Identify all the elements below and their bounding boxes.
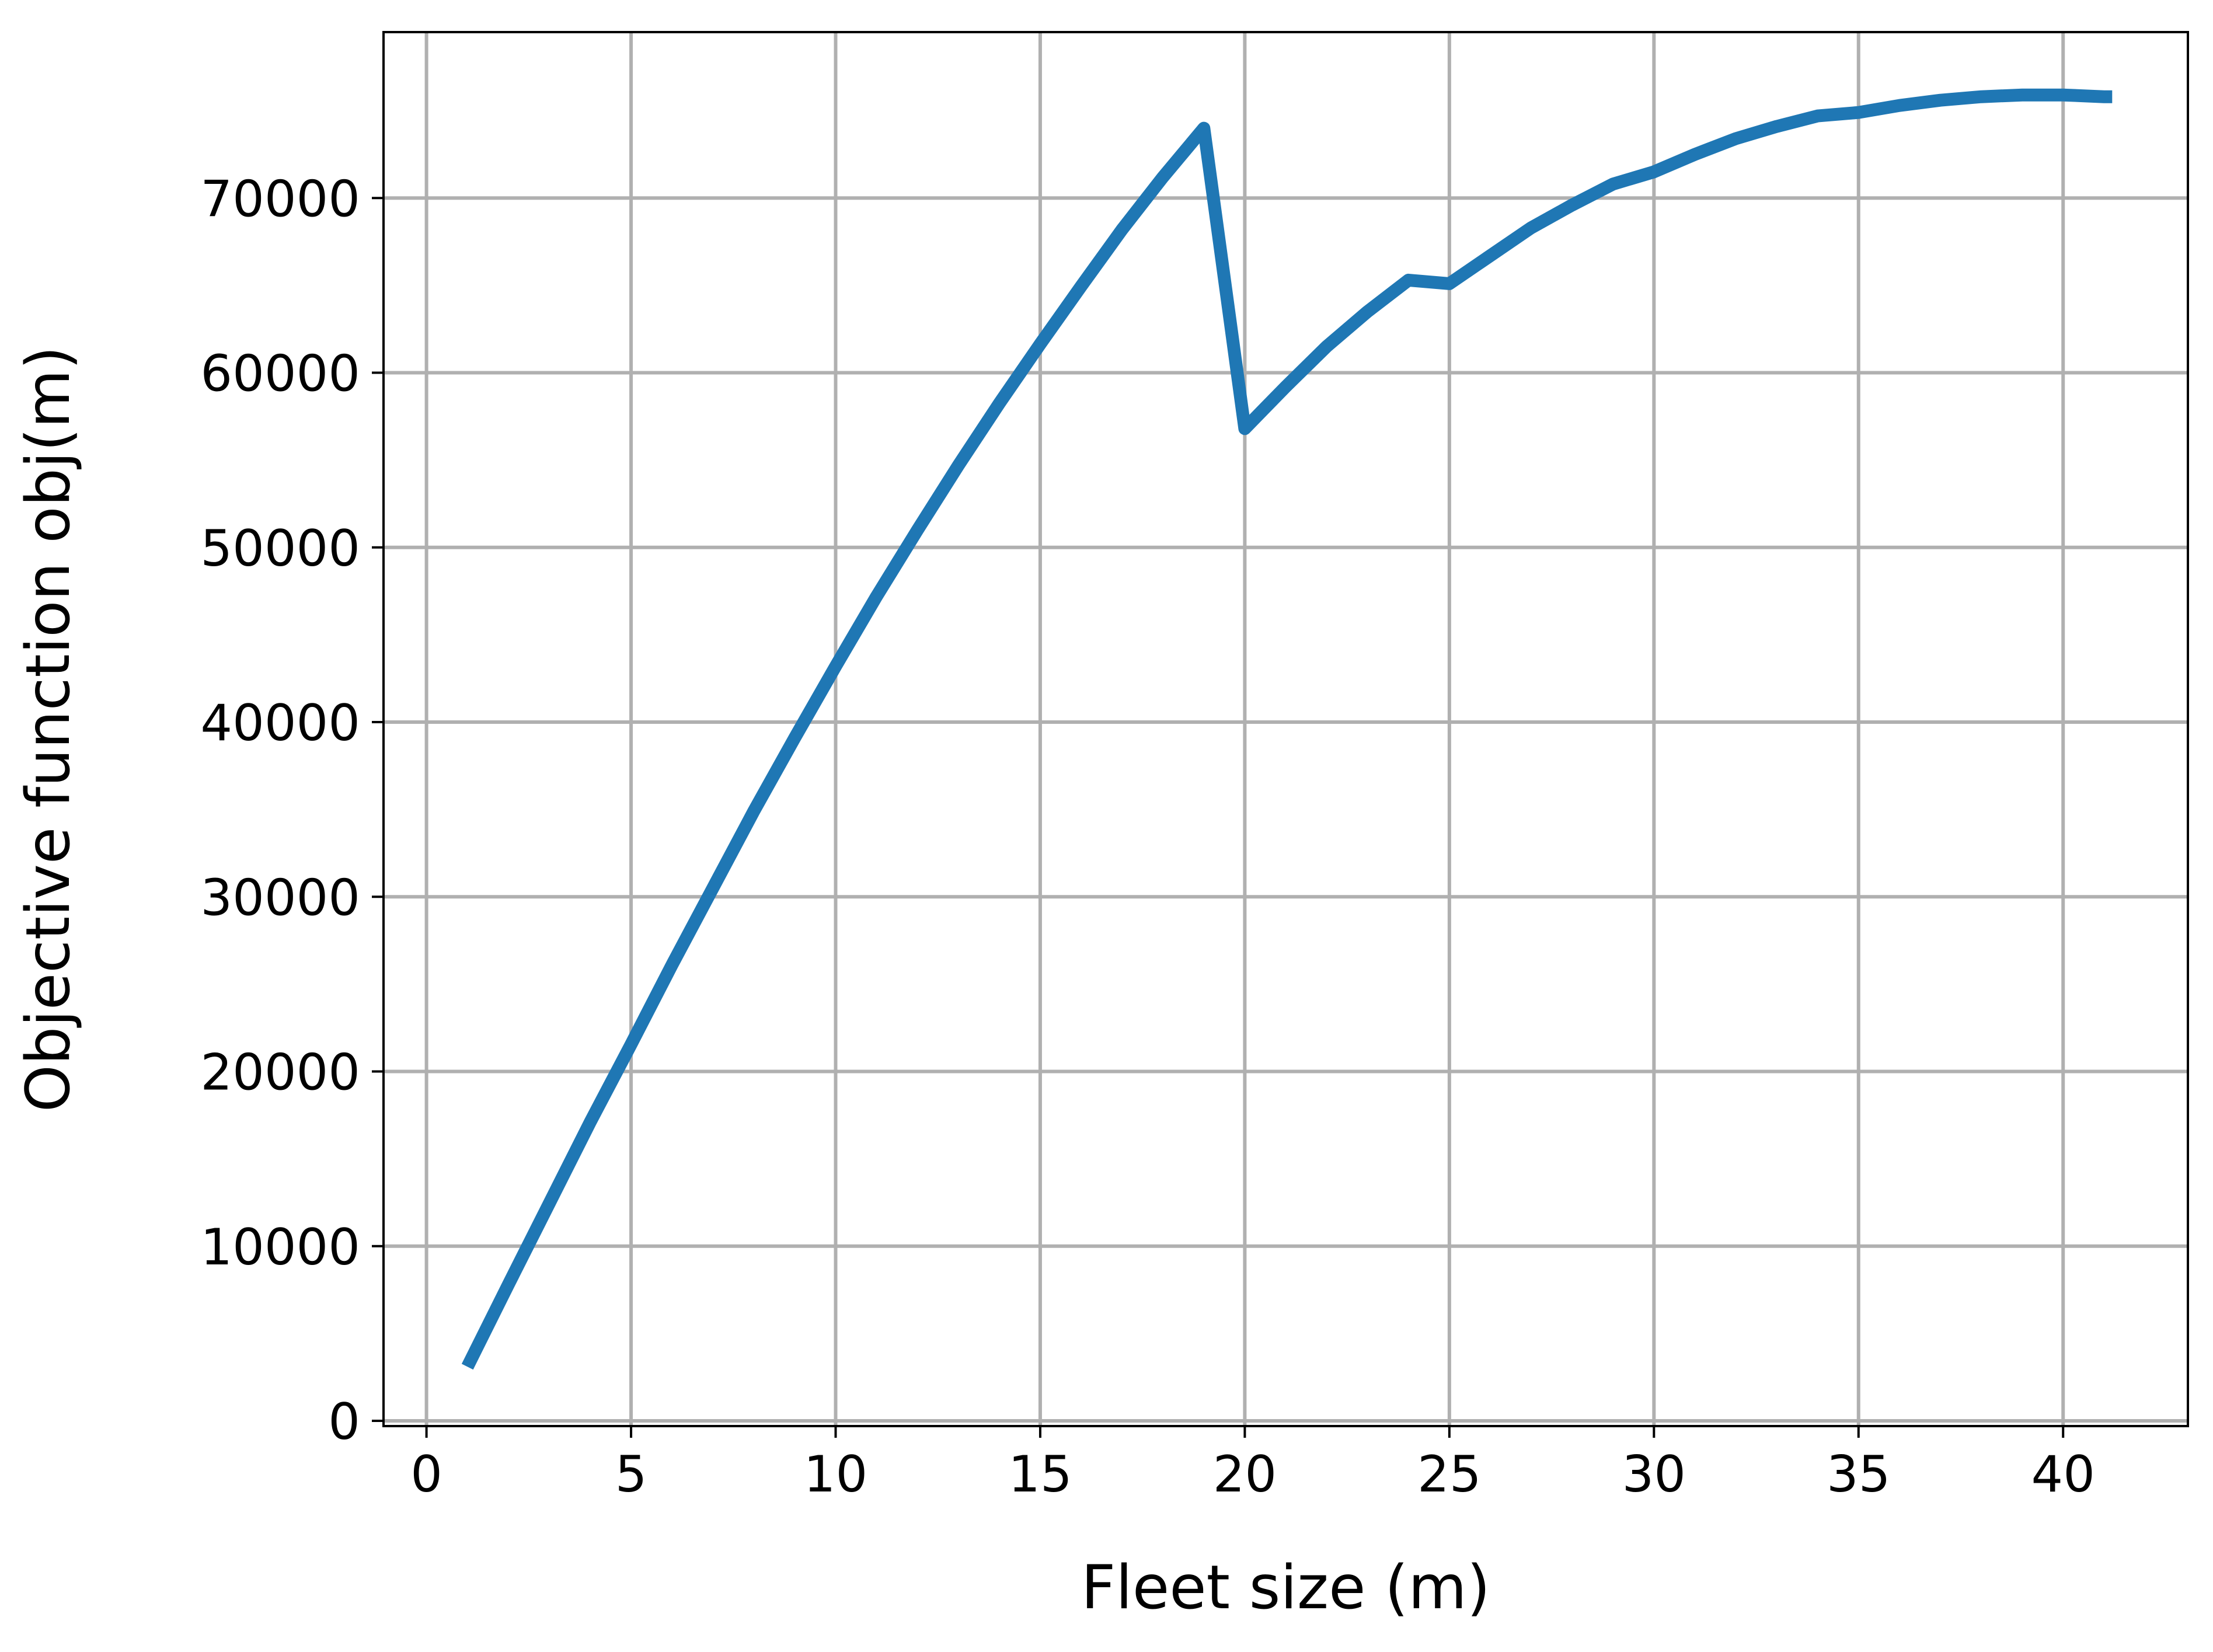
x-tick-label: 0 (410, 1445, 442, 1504)
y-tick-label: 40000 (200, 694, 360, 752)
x-tick-label: 10 (804, 1445, 867, 1504)
y-tick-label: 70000 (200, 170, 360, 228)
series-layer (461, 88, 2113, 1370)
x-tick-label: 25 (1417, 1445, 1481, 1504)
y-gridlines (384, 196, 2188, 1423)
x-tick-label: 35 (1827, 1445, 1890, 1504)
y-tick-label: 20000 (200, 1044, 360, 1102)
y-axis-label: Objective function obj(m) (13, 346, 83, 1112)
x-axis-label: Fleet size (m) (1081, 1553, 1490, 1623)
y-tick-label: 30000 (200, 869, 360, 927)
x-tick-label: 5 (615, 1445, 647, 1504)
x-tick-label: 30 (1622, 1445, 1686, 1504)
x-tick-label: 40 (2031, 1445, 2095, 1504)
y-tick-label: 50000 (200, 520, 360, 578)
y-tick-label: 0 (328, 1393, 360, 1451)
x-tick-label: 20 (1213, 1445, 1277, 1504)
x-axis-ticks: 0 5 10 15 20 25 30 35 40 (410, 1426, 2095, 1504)
x-tick-label: 15 (1008, 1445, 1072, 1504)
x-gridlines (424, 32, 2065, 1426)
y-tick-label: 60000 (200, 345, 360, 403)
plot-frame (382, 31, 2189, 1427)
series-line (461, 88, 2113, 1370)
y-tick-label: 10000 (200, 1218, 360, 1277)
y-axis-ticks: 0 10000 20000 30000 40000 50000 60000 70000 (200, 170, 384, 1451)
